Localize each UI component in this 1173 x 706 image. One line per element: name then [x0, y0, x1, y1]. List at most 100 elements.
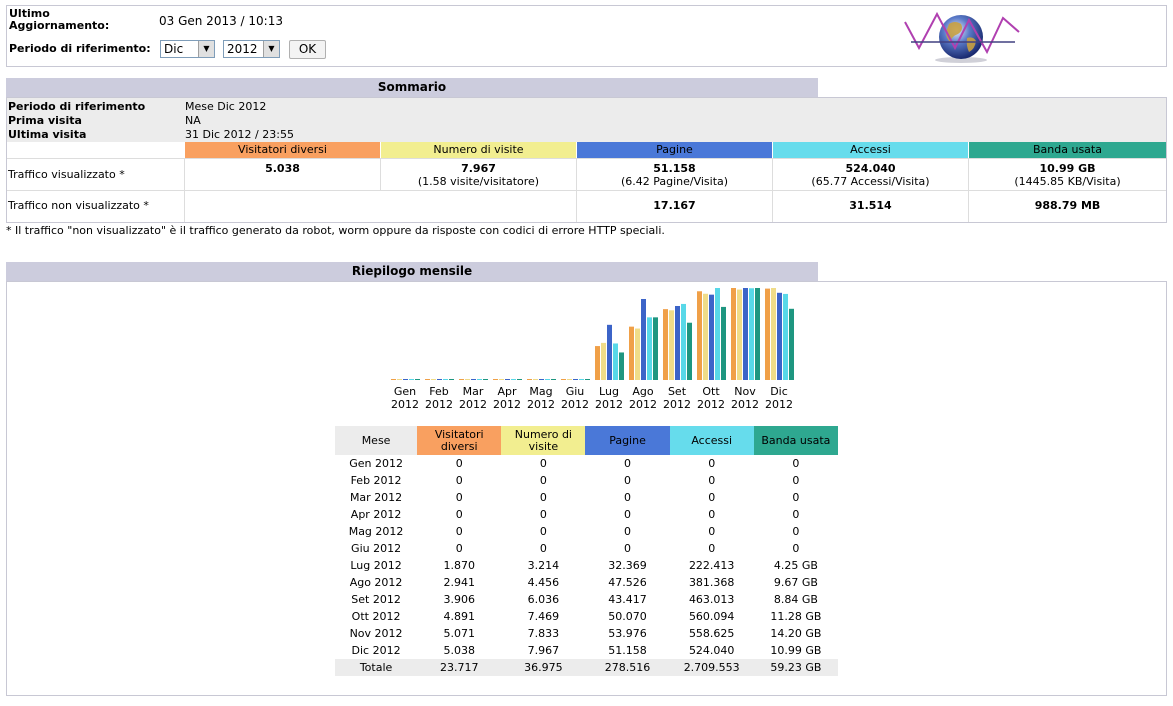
month-header: Mese — [335, 426, 418, 455]
viewed-visitors: 5.038 — [265, 162, 300, 175]
ok-button[interactable]: OK — [289, 40, 326, 59]
viewed-pages: 51.158 — [653, 162, 696, 175]
total-visits: 36.975 — [501, 659, 586, 676]
bar-visitors-8 — [663, 309, 668, 380]
cell-bandwidth: 0 — [792, 525, 800, 538]
cell-visitors: 5.038 — [443, 644, 475, 657]
bar-visitors-2 — [459, 379, 464, 380]
cell-hits: 524.040 — [688, 644, 735, 657]
bar-bandwidth-7 — [653, 317, 658, 380]
cell-month: Feb 2012 — [350, 474, 402, 487]
cell-hits: 0 — [708, 474, 716, 487]
bar-bandwidth-8 — [687, 322, 692, 380]
monthly-title: Riepilogo mensile — [6, 262, 818, 281]
cell-month: Set 2012 — [351, 593, 401, 606]
cell-visits: 7.967 — [527, 644, 560, 657]
bar-hits-11 — [783, 293, 788, 380]
cell-visits: 0 — [539, 525, 547, 538]
year-select[interactable]: 2012 ▼ — [223, 40, 280, 58]
bar-pages-3 — [505, 379, 510, 380]
viewed-visits-sub: (1.58 visite/visitatore) — [417, 175, 540, 188]
bar-visits-4 — [533, 379, 538, 380]
tick-label-month: Mag — [529, 385, 552, 398]
bar-visitors-10 — [731, 288, 736, 380]
cell-month: Ott 2012 — [351, 610, 401, 623]
viewed-bandwidth-sub: (1445.85 KB/Visita) — [1014, 175, 1121, 188]
cell-bandwidth: 10.99 GB — [770, 644, 822, 657]
last-update-label-line2: Aggiornamento: — [9, 19, 110, 32]
cell-month: Mag 2012 — [348, 525, 404, 538]
tick-label-month: Ago — [632, 385, 654, 398]
bar-hits-9 — [715, 288, 720, 380]
tick-label-month: Gen — [394, 385, 416, 398]
bar-hits-7 — [647, 317, 652, 380]
col-header-pages: Pagine — [577, 142, 772, 158]
cell-hits: 381.368 — [688, 576, 735, 589]
visits-header: Numero di visite — [501, 426, 586, 455]
bar-visitors-11 — [765, 288, 770, 380]
table-row: Dic 2012 5.038 7.967 51.158 524.040 10.99 GB — [335, 642, 838, 659]
cell-pages: 0 — [624, 525, 632, 538]
not-viewed-traffic-label: Traffico non visualizzato * — [8, 199, 149, 212]
cell-month: Lug 2012 — [350, 559, 402, 572]
col-header-visitors: Visitatori diversi — [185, 142, 380, 158]
table-row: Ago 2012 2.941 4.456 47.526 381.368 9.67 GB — [335, 574, 838, 591]
bar-pages-5 — [573, 379, 578, 380]
cell-hits: 0 — [708, 525, 716, 538]
tick-label-month: Nov — [734, 385, 756, 398]
table-row: Mar 2012 0 0 0 0 0 — [335, 489, 838, 506]
tick-label-year: 2012 — [561, 398, 589, 411]
cell-pages: 0 — [624, 542, 632, 555]
table-row: Lug 2012 1.870 3.214 32.369 222.413 4.25 GB — [335, 557, 838, 574]
bar-visitors-6 — [595, 346, 600, 380]
month-select[interactable]: Dic ▼ — [160, 40, 215, 58]
chevron-down-icon[interactable]: ▼ — [198, 41, 214, 57]
total-bandwidth: 59.23 GB — [753, 659, 838, 676]
cell-hits: 0 — [708, 457, 716, 470]
cell-bandwidth: 0 — [792, 457, 800, 470]
viewed-bandwidth: 10.99 GB — [1039, 162, 1096, 175]
tick-label-month: Giu — [566, 385, 585, 398]
viewed-traffic-label: Traffico visualizzato * — [8, 168, 125, 181]
period-label: Periodo di riferimento: — [9, 42, 151, 55]
cell-visitors: 0 — [455, 474, 463, 487]
table-row: Set 2012 3.906 6.036 43.417 463.013 8.84 GB — [335, 591, 838, 608]
cell-hits: 558.625 — [688, 627, 735, 640]
last-update-label: Ultimo Aggiornamento: — [9, 8, 109, 32]
bar-visitors-3 — [493, 379, 498, 380]
cell-pages: 0 — [624, 508, 632, 521]
cell-bandwidth: 14.20 GB — [770, 627, 822, 640]
cell-visits: 4.456 — [527, 576, 560, 589]
chevron-down-icon[interactable]: ▼ — [263, 41, 279, 57]
bar-pages-10 — [743, 288, 748, 380]
bar-visits-1 — [431, 379, 436, 380]
summary-panel: Periodo di riferimento Mese Dic 2012 Pri… — [6, 97, 1167, 223]
month-select-value: Dic — [164, 42, 184, 56]
cell-visitors: 0 — [455, 525, 463, 538]
cell-visitors: 2.941 — [443, 576, 475, 589]
table-row: Nov 2012 5.071 7.833 53.976 558.625 14.20 GB — [335, 625, 838, 642]
tick-label-month: Dic — [770, 385, 788, 398]
total-hits: 2.709.553 — [669, 659, 754, 676]
bar-visits-6 — [601, 342, 606, 380]
cell-pages: 0 — [624, 474, 632, 487]
cell-pages: 50.070 — [608, 610, 647, 623]
cell-month: Dic 2012 — [351, 644, 401, 657]
bar-pages-8 — [675, 305, 680, 380]
awstats-logo — [904, 11, 1020, 63]
tick-label-year: 2012 — [459, 398, 487, 411]
total-visitors: 23.717 — [417, 659, 502, 676]
cell-visitors: 3.906 — [443, 593, 475, 606]
bar-visits-7 — [635, 328, 640, 380]
monthly-table-header: Mese Visitatori diversi Numero di visite… — [335, 426, 838, 455]
bar-bandwidth-9 — [721, 306, 726, 380]
cell-visits: 0 — [539, 542, 547, 555]
tick-label-year: 2012 — [629, 398, 657, 411]
table-row: Mag 2012 0 0 0 0 0 — [335, 523, 838, 540]
bar-visits-2 — [465, 379, 470, 380]
cell-bandwidth: 4.25 GB — [773, 559, 818, 572]
bar-pages-0 — [403, 379, 408, 380]
year-select-value: 2012 — [227, 42, 258, 56]
tick-label-year: 2012 — [527, 398, 555, 411]
period-ref-value: Mese Dic 2012 — [185, 100, 267, 113]
